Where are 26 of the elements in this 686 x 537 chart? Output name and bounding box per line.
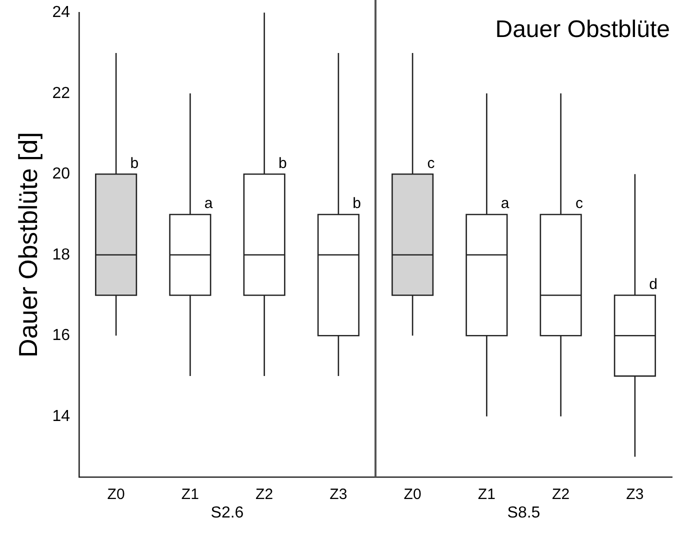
text: S8.5 — [507, 504, 540, 522]
y-tick-label: 24 — [52, 4, 70, 22]
y-tick-label: 20 — [52, 166, 70, 183]
text: b — [278, 154, 287, 172]
x-tick-label: Z1 — [478, 486, 496, 504]
text: a — [500, 195, 510, 212]
y-tick-label: 22 — [52, 84, 70, 102]
x-tick-label: Z2 — [256, 486, 274, 504]
x-tick-label: Z2 — [552, 486, 570, 504]
y-tick-label: 14 — [52, 408, 70, 425]
x-tick-label: Z3 — [626, 486, 644, 504]
x-tick-label: Z0 — [404, 486, 422, 504]
text: b — [352, 195, 361, 212]
y-tick-label: 18 — [52, 246, 70, 264]
y-axis-title: Dauer Obstblüte [d] — [12, 132, 43, 358]
text: c — [575, 195, 583, 212]
chart-title: Dauer Obstblüte — [495, 16, 670, 44]
text: d — [649, 276, 658, 293]
x-tick-label: Z3 — [330, 486, 348, 504]
text: a — [204, 195, 213, 212]
x-tick-label: Z1 — [181, 486, 199, 504]
text: b — [130, 154, 139, 172]
text: S2.6 — [210, 504, 244, 522]
y-tick-label: 16 — [52, 327, 70, 344]
text: c — [427, 154, 435, 172]
x-tick-label: Z0 — [107, 486, 125, 504]
